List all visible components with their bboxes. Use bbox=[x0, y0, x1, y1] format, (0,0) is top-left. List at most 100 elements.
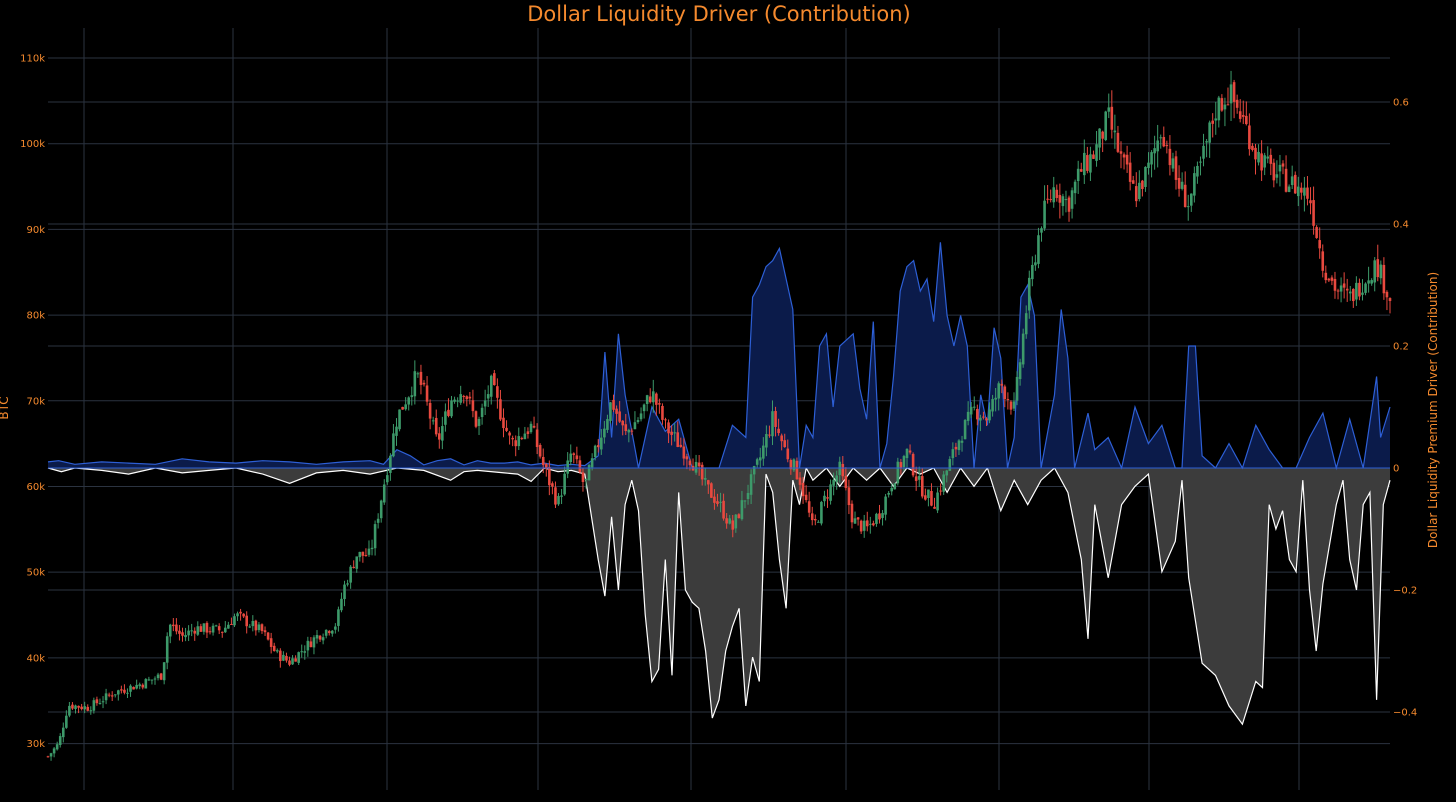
candle bbox=[554, 481, 557, 508]
candle-body bbox=[893, 483, 897, 490]
candle bbox=[1290, 165, 1294, 190]
candle-body bbox=[422, 382, 426, 385]
candle bbox=[627, 428, 631, 443]
candle bbox=[801, 476, 805, 504]
candle-body bbox=[627, 429, 631, 433]
candle-body bbox=[511, 437, 514, 440]
candle bbox=[297, 651, 300, 665]
candle bbox=[52, 746, 56, 758]
candle-body bbox=[441, 426, 444, 441]
candle bbox=[731, 514, 735, 538]
candle-body bbox=[1260, 153, 1263, 171]
candle-body bbox=[544, 464, 548, 469]
right-tick-label: 0.2 bbox=[1393, 342, 1409, 353]
left-axis-ticks: 30k 40k 50k 60k 70k 80k 90k 100k 110k bbox=[20, 54, 45, 751]
candle-body bbox=[1388, 298, 1392, 301]
candle-body bbox=[887, 493, 890, 495]
candle bbox=[890, 483, 894, 496]
candle bbox=[1199, 156, 1202, 176]
candle bbox=[951, 442, 955, 466]
candle-body bbox=[679, 444, 683, 447]
candle bbox=[1275, 160, 1279, 184]
candle bbox=[1015, 371, 1019, 406]
candle bbox=[181, 627, 184, 642]
candle-body bbox=[780, 435, 783, 442]
negative-contribution-series bbox=[47, 466, 1391, 726]
candle bbox=[1281, 160, 1285, 175]
candle bbox=[520, 436, 524, 441]
candle-body bbox=[92, 700, 96, 711]
candle-body bbox=[1021, 333, 1025, 365]
candle bbox=[648, 388, 652, 404]
left-tick-label: 30k bbox=[26, 739, 45, 750]
candle-body bbox=[878, 513, 881, 520]
candle-body bbox=[46, 756, 50, 758]
candle-body bbox=[1061, 196, 1065, 207]
candle-body bbox=[1370, 280, 1373, 284]
candle bbox=[703, 468, 707, 486]
candle-body bbox=[890, 487, 894, 492]
candle-body bbox=[1015, 376, 1019, 401]
candle bbox=[887, 491, 890, 498]
candle bbox=[1116, 125, 1120, 154]
candle-body bbox=[456, 400, 459, 402]
candle bbox=[548, 460, 551, 496]
candle bbox=[1070, 187, 1074, 219]
candle-body bbox=[658, 403, 661, 405]
candle bbox=[639, 407, 643, 422]
candle bbox=[1162, 126, 1166, 148]
candle bbox=[982, 411, 985, 420]
candle bbox=[1358, 278, 1361, 301]
candle-body bbox=[1309, 200, 1312, 204]
candle bbox=[382, 479, 386, 505]
candle-body bbox=[447, 409, 450, 416]
candle bbox=[1373, 257, 1377, 292]
candle-body bbox=[749, 474, 753, 495]
left-tick-label: 50k bbox=[26, 568, 45, 579]
candle bbox=[95, 696, 99, 706]
candle bbox=[193, 627, 197, 641]
candle-body bbox=[144, 679, 148, 689]
candle-body bbox=[603, 428, 606, 438]
candle bbox=[1000, 379, 1004, 394]
candle bbox=[1101, 130, 1104, 153]
left-tick-label: 40k bbox=[26, 653, 45, 664]
candle-body bbox=[1296, 186, 1300, 197]
candle bbox=[1330, 275, 1334, 286]
candle-body bbox=[123, 689, 126, 693]
candle bbox=[1147, 152, 1150, 175]
candle bbox=[1235, 94, 1239, 114]
candle-body bbox=[600, 437, 603, 450]
candle bbox=[126, 688, 129, 699]
candle-body bbox=[505, 427, 508, 431]
candle-body bbox=[61, 727, 65, 738]
candle-body bbox=[425, 385, 429, 402]
candle-body bbox=[523, 433, 527, 440]
candle-body bbox=[514, 440, 518, 447]
right-tick-label: 0.4 bbox=[1393, 220, 1409, 231]
candle bbox=[355, 556, 359, 573]
candle-body bbox=[633, 422, 637, 430]
candle bbox=[379, 499, 383, 523]
candle bbox=[936, 487, 939, 514]
candle bbox=[321, 633, 325, 645]
candle-body bbox=[266, 632, 270, 640]
candle-body bbox=[1174, 156, 1178, 180]
candle bbox=[676, 421, 680, 448]
candle-body bbox=[437, 433, 441, 440]
candle bbox=[786, 439, 790, 463]
left-tick-label: 100k bbox=[20, 139, 45, 150]
candle-body bbox=[1052, 187, 1056, 203]
candle bbox=[275, 648, 279, 654]
candle-body bbox=[902, 456, 906, 468]
candle-body bbox=[856, 517, 860, 520]
candle-body bbox=[104, 693, 108, 701]
candle-body bbox=[1199, 161, 1202, 163]
candle bbox=[1202, 133, 1205, 167]
candle bbox=[224, 621, 227, 633]
candle bbox=[618, 400, 621, 423]
candle bbox=[199, 623, 203, 632]
candle bbox=[178, 624, 181, 641]
candle-body bbox=[713, 496, 716, 503]
candle-body bbox=[269, 638, 273, 647]
